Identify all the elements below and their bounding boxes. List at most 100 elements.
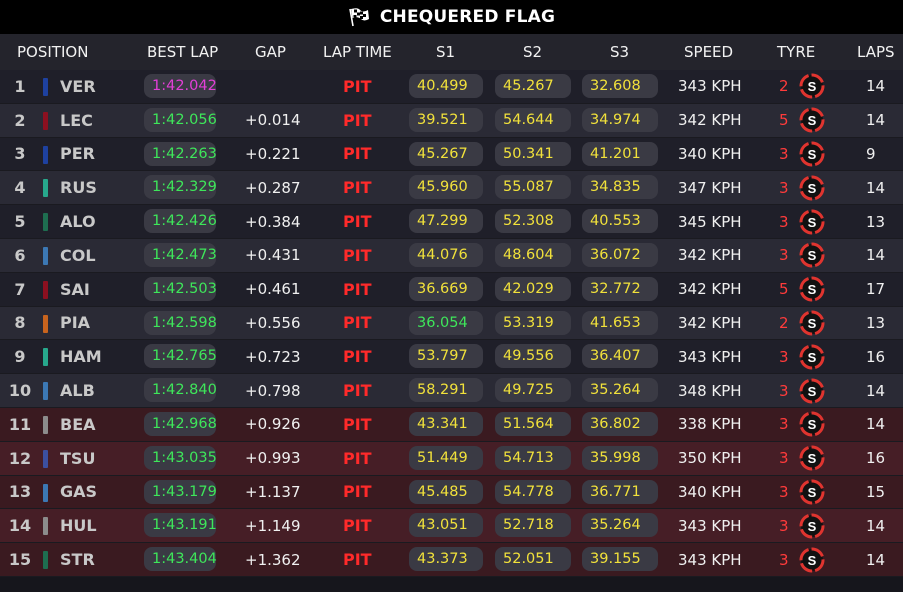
laps-count: 9	[866, 144, 876, 163]
soft-tyre-icon: S	[799, 171, 825, 204]
driver-code: VER	[60, 76, 96, 96]
sector-3-time: 32.772	[582, 276, 658, 301]
lap-time-status: PIT	[343, 516, 372, 536]
sector-2-time: 54.778	[495, 479, 571, 504]
svg-text:S: S	[808, 553, 817, 568]
team-color-bar	[43, 551, 48, 570]
driver-code: LEC	[60, 110, 93, 130]
speed-value: 342 KPH	[678, 313, 742, 332]
table-row[interactable]: 14 HUL 1:43.191 +1.149 PIT 43.051 52.718…	[0, 509, 903, 544]
header-tyre[interactable]: TYRE	[777, 43, 816, 61]
table-row[interactable]: 2 LEC 1:42.056 +0.014 PIT 39.521 54.644 …	[0, 103, 903, 138]
table-row[interactable]: 15 STR 1:43.404 +1.362 PIT 43.373 52.051…	[0, 543, 903, 577]
sector-3-time: 35.998	[582, 445, 658, 470]
gap-value: +1.362	[245, 550, 301, 569]
sector-1-time: 53.797	[409, 344, 483, 369]
lap-time-status: PIT	[343, 448, 372, 468]
driver-code: ALO	[60, 212, 96, 232]
table-row[interactable]: 13 GAS 1:43.179 +1.137 PIT 45.485 54.778…	[0, 475, 903, 510]
table-row[interactable]: 10 ALB 1:42.840 +0.798 PIT 58.291 49.725…	[0, 374, 903, 408]
sector-3-time: 35.264	[582, 513, 658, 538]
team-color-bar	[43, 213, 48, 232]
table-row[interactable]: 4 RUS 1:42.329 +0.287 PIT 45.960 55.087 …	[0, 171, 903, 206]
lap-time-status: PIT	[343, 347, 372, 367]
lap-time-status: PIT	[343, 178, 372, 198]
lap-time-status: PIT	[343, 550, 372, 570]
laps-count: 14	[866, 381, 886, 400]
sector-1-time: 36.054	[409, 310, 483, 335]
laps-count: 14	[866, 246, 886, 265]
table-row[interactable]: 11 BEA 1:42.968 +0.926 PIT 43.341 51.564…	[0, 407, 903, 442]
table-row[interactable]: 8 PIA 1:42.598 +0.556 PIT 36.054 53.319 …	[0, 306, 903, 341]
team-color-bar	[43, 449, 48, 468]
header-speed[interactable]: SPEED	[684, 43, 734, 61]
header-gap[interactable]: GAP	[255, 43, 286, 61]
header-s1[interactable]: S1	[436, 43, 456, 61]
table-row[interactable]: 6 COL 1:42.473 +0.431 PIT 44.076 48.604 …	[0, 238, 903, 273]
svg-text:S: S	[808, 384, 817, 399]
soft-tyre-icon: S	[799, 104, 825, 137]
tyre-age: 2	[779, 313, 789, 332]
svg-text:S: S	[808, 248, 817, 263]
sector-1-time: 51.449	[409, 445, 483, 470]
position-number: 14	[8, 516, 32, 536]
sector-3-time: 40.553	[582, 209, 658, 234]
driver-code: BEA	[60, 414, 96, 434]
header-laps[interactable]: LAPS	[857, 43, 895, 61]
sector-2-time: 49.556	[495, 344, 571, 369]
speed-value: 350 KPH	[678, 449, 742, 468]
sector-1-time: 43.373	[409, 547, 483, 572]
header-s3[interactable]: S3	[610, 43, 630, 61]
driver-code: PER	[60, 144, 95, 164]
header-lap-time[interactable]: LAP TIME	[323, 43, 392, 61]
svg-text:S: S	[808, 417, 817, 432]
team-color-bar	[43, 179, 48, 198]
driver-code: HUL	[60, 516, 97, 536]
laps-count: 14	[866, 178, 886, 197]
table-row[interactable]: 1 VER 1:42.042 PIT 40.499 45.267 32.608 …	[0, 70, 903, 104]
sector-2-time: 53.319	[495, 310, 571, 335]
driver-code: STR	[60, 550, 95, 570]
tyre-age: 5	[779, 280, 789, 299]
table-row[interactable]: 5 ALO 1:42.426 +0.384 PIT 47.299 52.308 …	[0, 205, 903, 239]
best-lap-time: 1:42.968	[144, 411, 217, 436]
tyre-age: 3	[779, 516, 789, 535]
lap-time-status: PIT	[343, 212, 372, 232]
position-number: 4	[14, 178, 26, 198]
header-best-lap[interactable]: BEST LAP	[147, 43, 219, 61]
soft-tyre-icon: S	[799, 374, 825, 407]
table-row[interactable]: 3 PER 1:42.263 +0.221 PIT 45.267 50.341 …	[0, 137, 903, 172]
speed-value: 345 KPH	[678, 212, 742, 231]
speed-value: 342 KPH	[678, 111, 742, 130]
sector-1-time: 39.521	[409, 107, 483, 132]
team-color-bar	[43, 415, 48, 434]
speed-value: 343 KPH	[678, 347, 742, 366]
gap-value: +0.556	[245, 313, 301, 332]
best-lap-time: 1:42.765	[144, 344, 217, 369]
laps-count: 14	[866, 516, 886, 535]
table-row[interactable]: 12 TSU 1:43.035 +0.993 PIT 51.449 54.713…	[0, 441, 903, 476]
header-position[interactable]: POSITION	[17, 43, 89, 61]
sector-2-time: 52.051	[495, 547, 571, 572]
soft-tyre-icon: S	[799, 442, 825, 475]
position-number: 9	[14, 347, 26, 367]
sector-3-time: 36.802	[582, 411, 658, 436]
svg-text:S: S	[808, 147, 817, 162]
title-bar: CHEQUERED FLAG	[0, 0, 903, 34]
tyre-age: 3	[779, 449, 789, 468]
page-title: CHEQUERED FLAG	[379, 7, 556, 27]
position-number: 11	[8, 414, 32, 434]
lap-time-status: PIT	[343, 313, 372, 333]
table-row[interactable]: 7 SAI 1:42.503 +0.461 PIT 36.669 42.029 …	[0, 272, 903, 307]
table-row[interactable]: 9 HAM 1:42.765 +0.723 PIT 53.797 49.556 …	[0, 340, 903, 375]
best-lap-time: 1:42.426	[144, 209, 217, 234]
sector-1-time: 40.499	[409, 74, 483, 98]
svg-text:S: S	[808, 485, 817, 500]
header-s2[interactable]: S2	[523, 43, 543, 61]
sector-3-time: 34.974	[582, 107, 658, 132]
sector-1-time: 58.291	[409, 378, 483, 403]
lap-time-status: PIT	[343, 279, 372, 299]
sector-1-time: 43.051	[409, 513, 483, 538]
tyre-age: 3	[779, 178, 789, 197]
soft-tyre-icon: S	[799, 205, 825, 238]
